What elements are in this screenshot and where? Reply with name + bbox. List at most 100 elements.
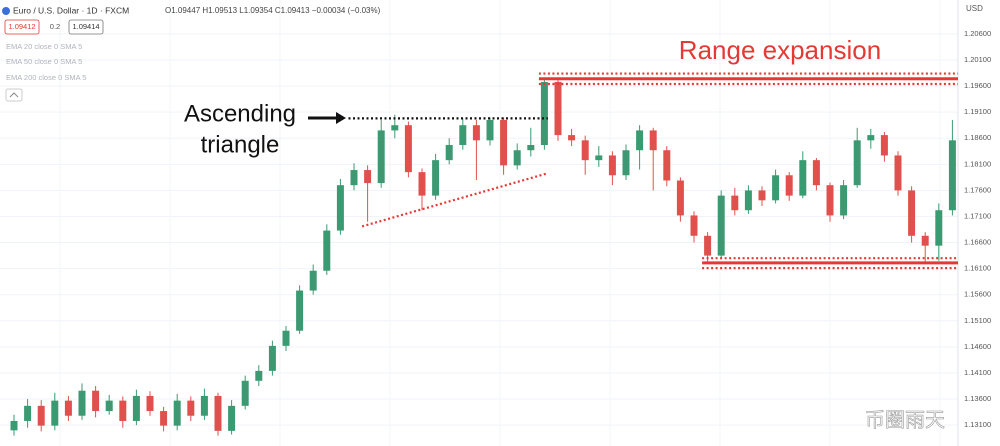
ohlc: O1.09447 H1.09513 L1.09354 C1.09413 −0.0… [165,6,381,15]
candle-body [554,81,562,136]
level-line [361,172,549,228]
candle-body [404,125,412,173]
candle-body [78,390,86,416]
watermark: 币圈雨天 [865,408,945,431]
candle-body [350,170,358,186]
candle-body [418,172,426,196]
candle-body [935,210,943,246]
candle-body [160,411,168,426]
candle-body [540,81,548,146]
y-tick-label: 1.15600 [964,290,991,299]
candle-body [513,150,521,166]
indicator[interactable]: EMA 200 close 0 SMA 5 [6,73,86,82]
candle-body [64,400,72,416]
candle-body [459,125,467,146]
candle-body [527,145,535,151]
candle-body [132,395,140,421]
candle-body [296,290,304,331]
candle-body [228,405,236,431]
annotation-label: Ascending [184,100,296,127]
candle-body [690,215,698,236]
y-tick-label: 1.19600 [964,81,991,90]
y-tick-label: 1.14100 [964,368,991,377]
spread: 0.2 [50,22,60,31]
candle-body [867,135,875,141]
grid [0,0,958,446]
sell-button[interactable] [4,19,40,35]
y-tick-label: 1.20600 [964,29,991,38]
y-tick-label: 1.16100 [964,264,991,273]
indicator[interactable]: EMA 20 close 0 SMA 5 [6,42,82,51]
plot [10,78,956,436]
y-tick-label: 1.16600 [964,238,991,247]
candle-body [432,160,440,196]
candle-body [323,230,331,271]
candle-body [731,195,739,211]
candle-body [676,180,684,216]
candle-body [663,150,671,181]
candle-body [636,130,644,151]
candle-body [268,345,276,371]
candle-body [445,145,453,161]
candle-body [595,155,603,161]
candle-body [105,400,113,412]
annotations: Range expansion Ascending triangle [184,35,958,270]
currency-label: USD [966,4,983,13]
candle-body [119,400,127,421]
candle-body [51,400,59,426]
candle-body [500,119,508,166]
candle-body [853,140,861,186]
candle-body [608,155,616,176]
buy-price: 1.09414 [72,22,99,31]
candle-body [472,125,480,141]
annotation-title: Range expansion [679,35,881,65]
candle-body [812,160,820,186]
candle-body [581,140,589,161]
candle-body [908,190,916,236]
collapse-icon [9,92,19,98]
y-tick-label: 1.19100 [964,107,991,116]
candle-body [255,370,263,381]
indicator[interactable]: EMA 50 close 0 SMA 5 [6,57,82,66]
candle-body [772,175,780,201]
candle-body [364,170,372,184]
y-tick-label: 1.17100 [964,211,991,220]
candle-body [622,150,630,176]
candle-body [568,135,576,141]
candle-body [649,130,657,151]
annotation-arrowhead [336,112,346,124]
symbol-icon [2,7,10,15]
y-tick-label: 1.20100 [964,55,991,64]
candle-body [241,380,249,406]
candle-body [10,420,18,431]
y-tick-label: 1.13100 [964,420,991,429]
candle-body [37,405,45,426]
candle-body [840,185,848,216]
y-tick-label: 1.18600 [964,133,991,142]
candle-body [309,270,317,291]
candle-body [214,395,222,431]
candle-body [200,395,208,416]
candle-body [187,400,195,416]
sell-price: 1.09412 [8,22,35,31]
candle-body [799,160,807,196]
candle-body [704,235,712,256]
y-tick-label: 1.17600 [964,185,991,194]
candle-body [486,119,494,141]
candle-body [785,175,793,196]
candle-body [391,125,399,131]
candle-body [336,185,344,231]
candle-body [880,135,888,156]
candle-body [921,235,929,246]
collapse-button[interactable] [5,88,23,102]
y-tick-label: 1.15100 [964,316,991,325]
candle-body [173,400,181,426]
buy-button[interactable] [68,19,104,35]
candle-body [758,190,766,201]
y-tick-label: 1.14600 [964,342,991,351]
candle-body [744,190,752,211]
symbol[interactable]: Euro / U.S. Dollar · 1D · FXCM [13,5,129,15]
y-tick-label: 1.13600 [964,394,991,403]
y-tick-label: 1.18100 [964,159,991,168]
